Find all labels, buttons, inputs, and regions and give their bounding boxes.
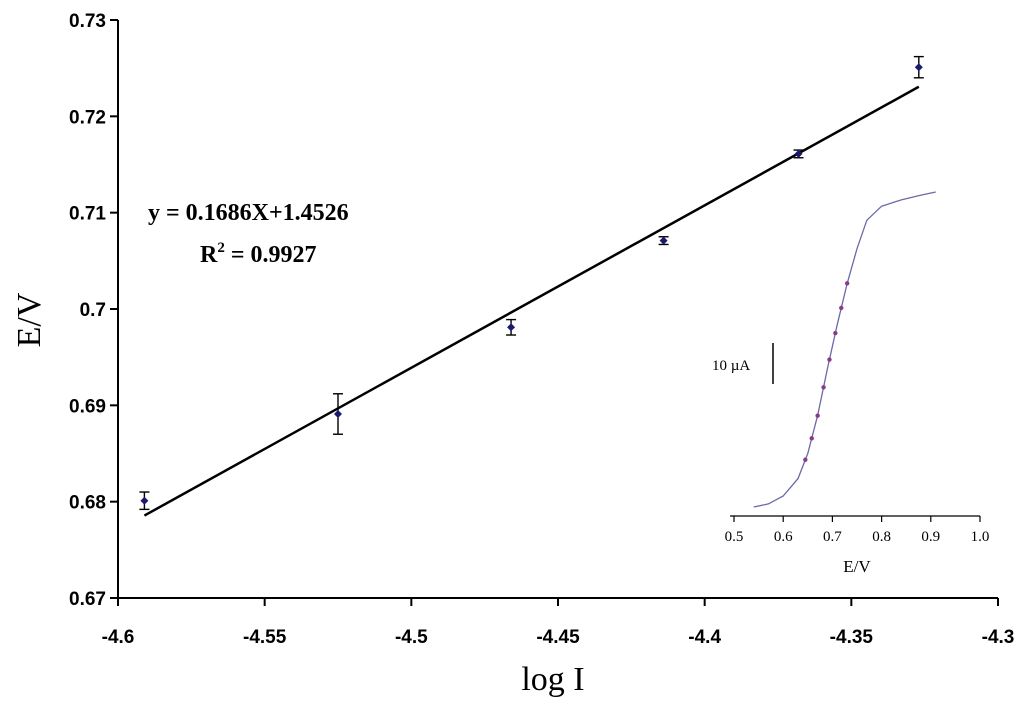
data-point xyxy=(334,410,342,419)
y-tick-label: 0.7 xyxy=(80,300,106,321)
x-tick-label: -4.45 xyxy=(536,627,580,648)
x-tick-label: -4.35 xyxy=(830,627,874,648)
inset-marker-point xyxy=(809,436,814,441)
inset-marker-point xyxy=(844,281,850,286)
inset-x-tick-label: 0.5 xyxy=(725,529,744,545)
data-point xyxy=(794,149,803,158)
inset-marker-point xyxy=(821,385,826,390)
y-tick-label: 0.69 xyxy=(69,396,106,417)
regression-line xyxy=(143,85,920,517)
y-tick-label: 0.68 xyxy=(69,493,106,514)
data-point xyxy=(914,63,923,72)
data-point xyxy=(140,496,149,505)
inset-x-axis-title: E/V xyxy=(843,557,871,576)
regression-equation: y = 0.1686X+1.4526 xyxy=(148,200,349,226)
y-axis-title: E/V xyxy=(11,292,48,347)
inset-scale-bar-label: 10 µA xyxy=(712,358,750,374)
x-axis-title: log I xyxy=(521,661,584,698)
r-squared-label: R2 = 0.9927 xyxy=(200,240,317,268)
inset-marker-point xyxy=(803,457,808,462)
y-tick-label: 0.72 xyxy=(69,107,106,128)
inset-marker-point xyxy=(827,357,832,362)
main-plot-marks xyxy=(139,55,924,517)
y-tick-label: 0.67 xyxy=(69,589,106,610)
inset-plot-marks xyxy=(753,191,936,508)
inset-marker-point xyxy=(833,330,838,336)
main-axis-ticks: -4.6 -4.55 -4.5 -4.45 -4.4 -4.35 -4.3 0.67 0.68 0… xyxy=(69,11,1014,648)
x-tick-label: -4.5 xyxy=(395,627,428,648)
inset-voltammogram: 0.5 0.6 0.7 0.8 0.9 1.0 10 µA E/V xyxy=(712,191,990,576)
x-tick-label: -4.6 xyxy=(102,627,135,648)
inset-marker-point xyxy=(839,305,844,311)
inset-x-tick-label: 0.7 xyxy=(823,529,842,545)
data-point xyxy=(659,236,668,245)
x-tick-label: -4.4 xyxy=(688,627,721,648)
inset-x-tick-label: 0.9 xyxy=(921,529,940,545)
x-tick-label: -4.3 xyxy=(982,627,1015,648)
inset-axis-ticks: 0.5 0.6 0.7 0.8 0.9 1.0 xyxy=(725,516,990,545)
inset-curve xyxy=(753,191,936,508)
inset-x-tick-label: 0.8 xyxy=(872,529,891,545)
inset-x-tick-label: 0.6 xyxy=(774,529,793,545)
inset-marker-point xyxy=(815,413,820,418)
inset-x-tick-label: 1.0 xyxy=(971,529,990,545)
x-tick-label: -4.55 xyxy=(243,627,287,648)
y-tick-label: 0.71 xyxy=(69,204,106,225)
data-point xyxy=(507,323,516,332)
y-tick-label: 0.73 xyxy=(69,11,106,32)
